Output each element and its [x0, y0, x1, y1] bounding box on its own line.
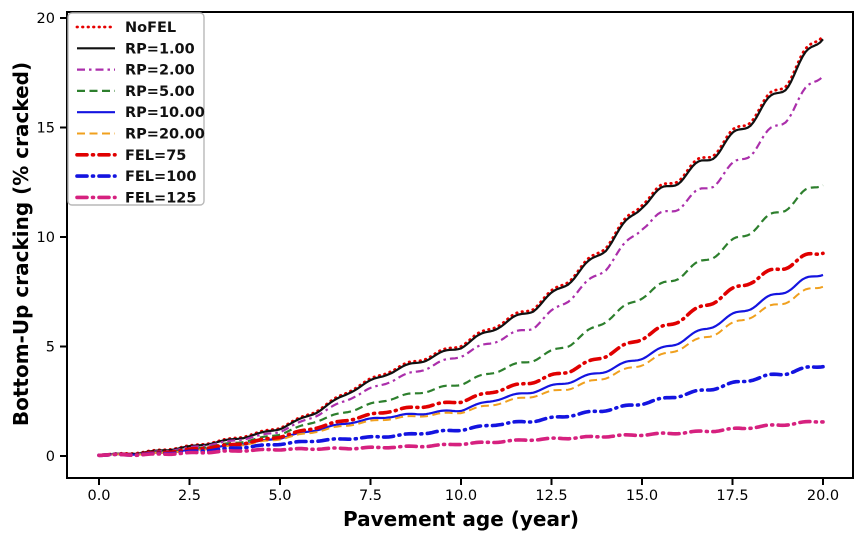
x-tick-label: 17.5 [716, 488, 748, 504]
x-axis-title: Pavement age (year) [343, 507, 579, 531]
x-tick-label: 0.0 [87, 488, 110, 504]
series-line-fel-100 [97, 364, 825, 458]
y-tick-label: 0 [46, 449, 55, 465]
y-tick-label: 20 [37, 11, 55, 27]
x-tick-label: 20.0 [807, 488, 839, 504]
x-tick-label: 2.5 [178, 488, 201, 504]
series-line-rp-1-00 [98, 38, 824, 457]
series-line-rp-5-00 [98, 184, 824, 457]
plot-frame [66, 11, 854, 479]
series-line-fel-75 [97, 251, 825, 458]
x-tick-label: 15.0 [626, 488, 658, 504]
y-tick-label: 10 [37, 230, 55, 246]
x-tick-label: 12.5 [535, 488, 567, 504]
x-tick-label: 10.0 [445, 488, 477, 504]
legend-label: RP=10.00 [125, 105, 205, 121]
legend-label: RP=2.00 [125, 63, 195, 79]
legend-label: RP=5.00 [125, 84, 195, 100]
y-tick-label: 5 [46, 340, 55, 356]
series-line-fel-125 [97, 419, 825, 458]
legend-box [67, 12, 205, 206]
y-tick-label: 15 [37, 121, 55, 137]
legend-label: FEL=100 [125, 169, 196, 185]
legend-label: FEL=75 [125, 148, 186, 164]
series-line-nofel [97, 34, 825, 457]
y-axis-title: Bottom-Up cracking (% cracked) [9, 61, 33, 427]
legend-label: RP=1.00 [125, 41, 195, 57]
legend-label: FEL=125 [125, 190, 196, 206]
series-line-rp-20-00 [99, 285, 824, 457]
legend-label: RP=20.00 [125, 127, 205, 143]
series-line-rp-2-00 [98, 75, 824, 457]
x-tick-label: 7.5 [359, 488, 382, 504]
x-tick-label: 5.0 [268, 488, 291, 504]
legend-label: NoFEL [125, 20, 176, 36]
